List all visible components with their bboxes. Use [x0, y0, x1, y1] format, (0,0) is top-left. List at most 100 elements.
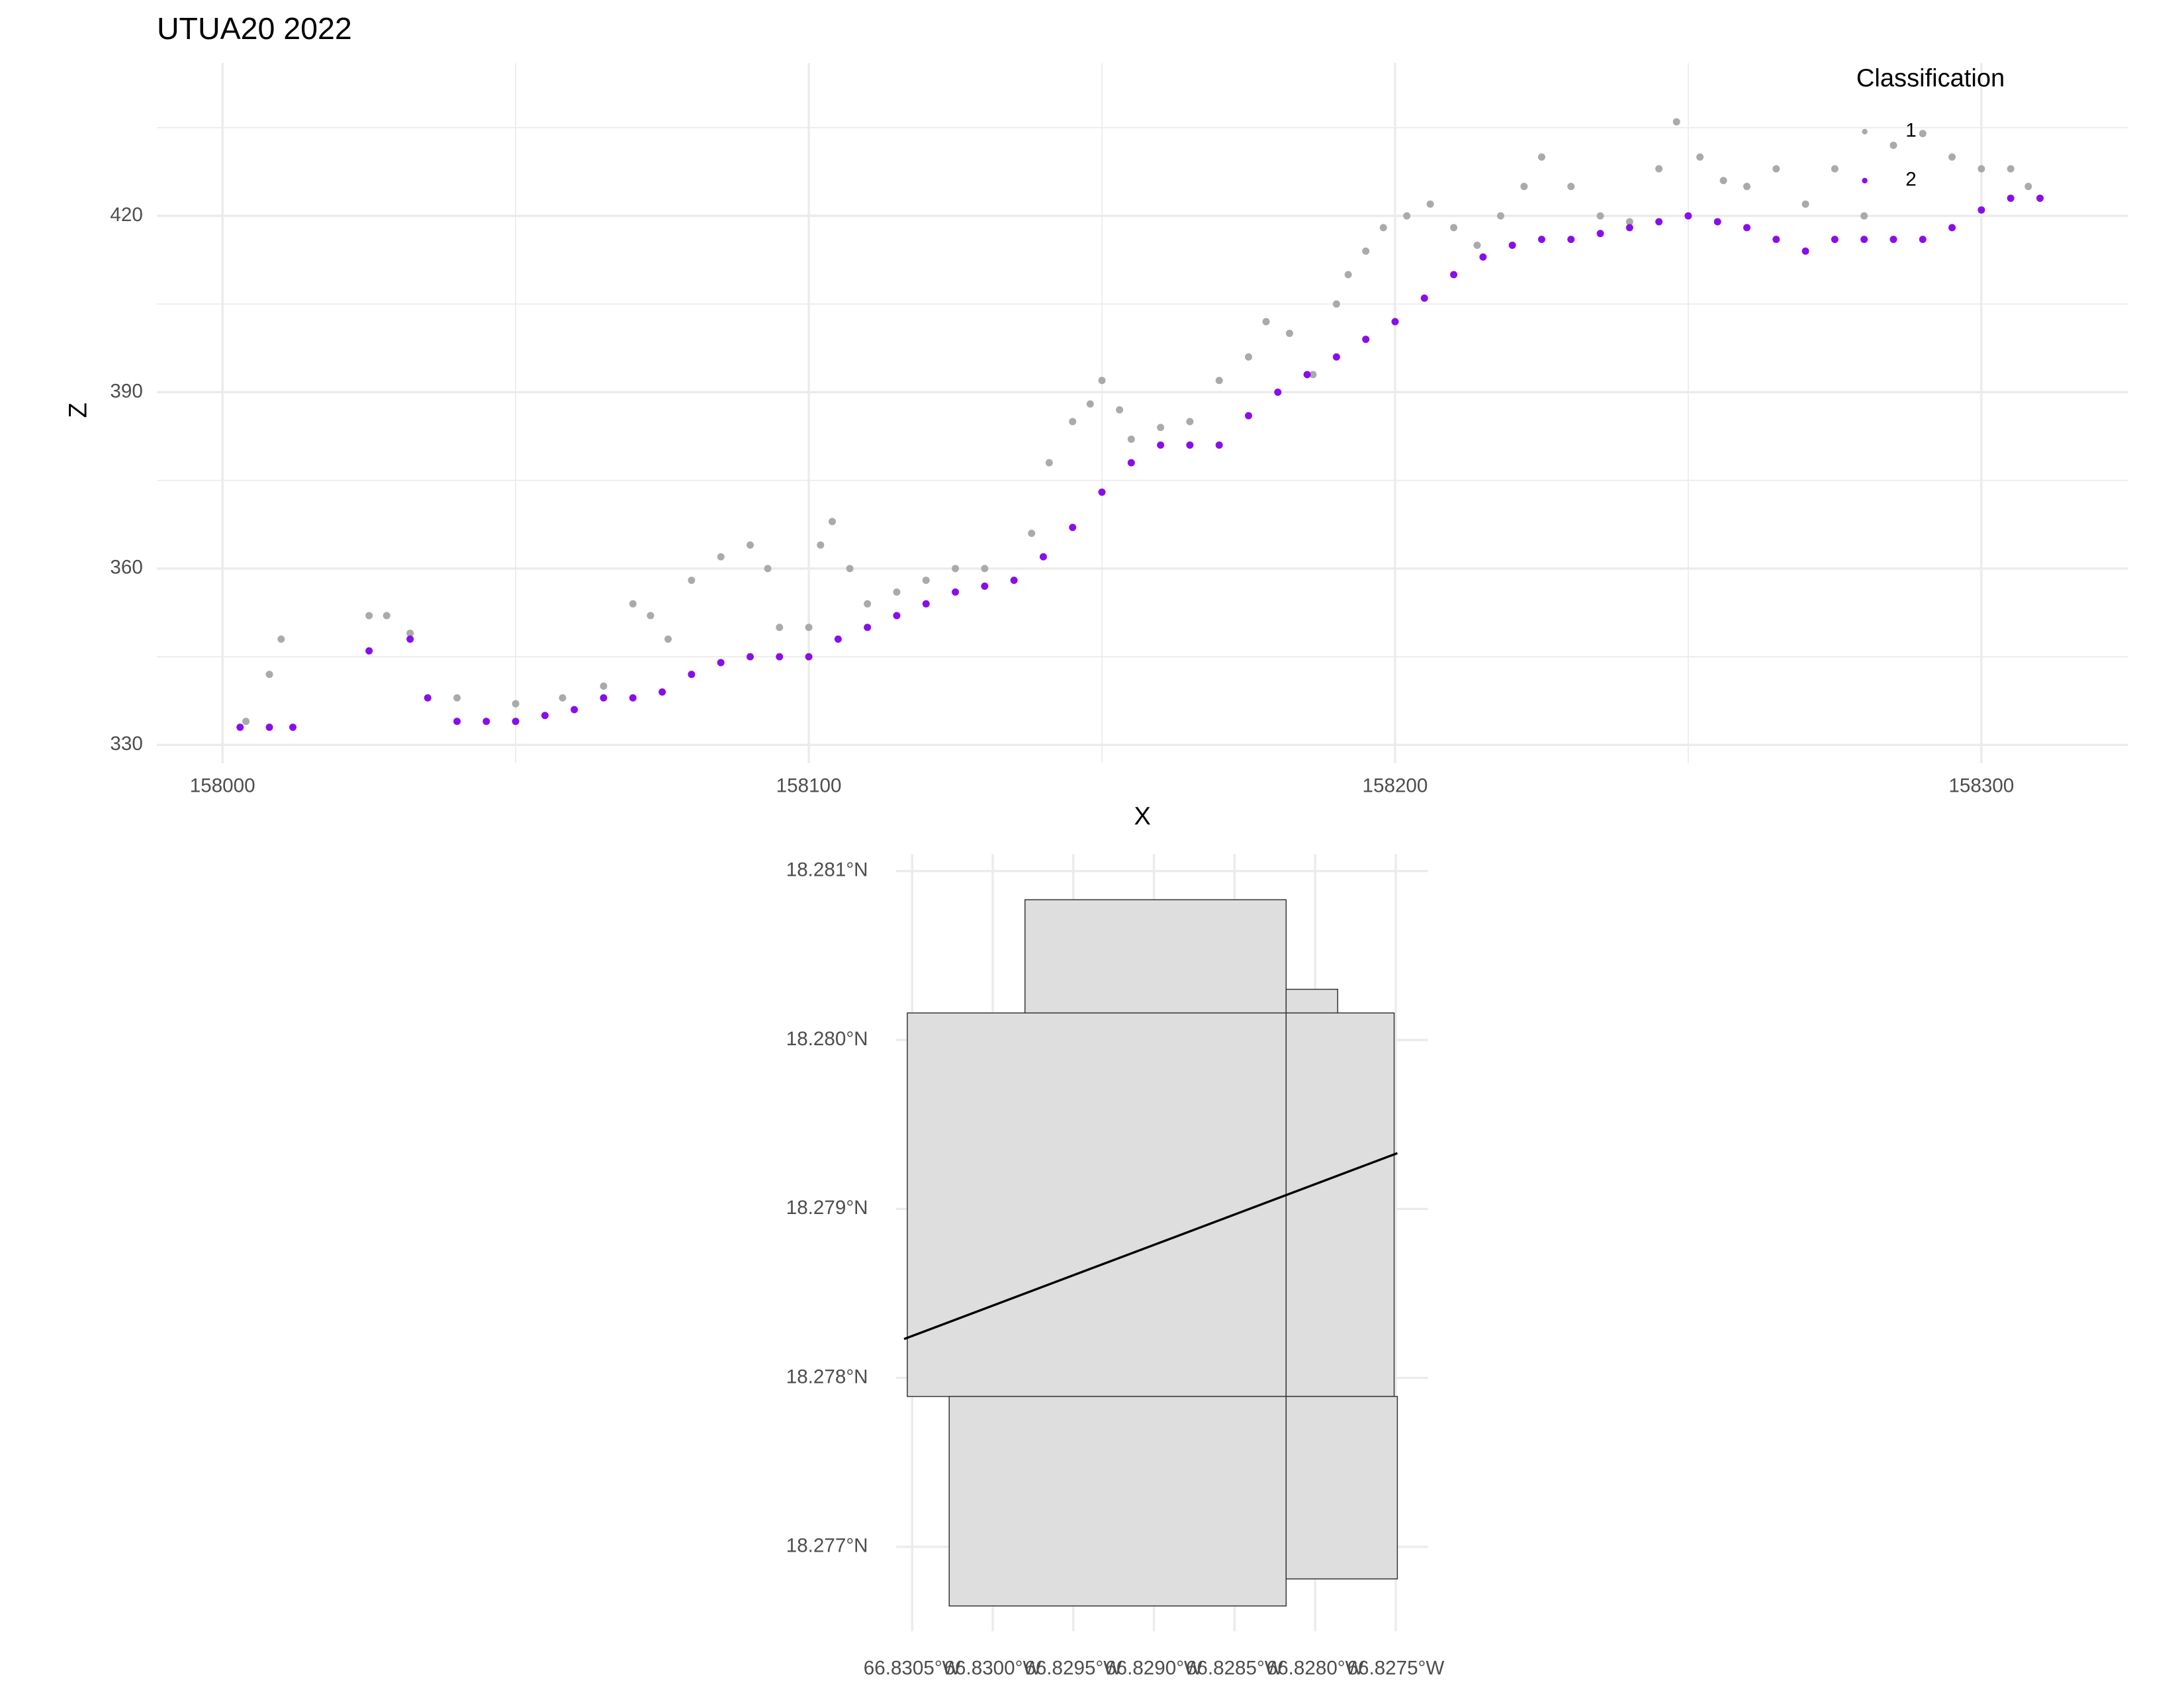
point: [1537, 153, 1545, 161]
y-tick-label: 390: [110, 380, 142, 402]
x-tick-label: 66.8300°W: [944, 1657, 1042, 1679]
point: [1743, 224, 1751, 232]
point: [1010, 577, 1018, 585]
point: [1831, 236, 1839, 244]
point: [1303, 371, 1311, 379]
point: [688, 671, 696, 679]
point: [277, 635, 285, 643]
point: [1286, 330, 1294, 338]
legend-label: 1: [1905, 120, 1916, 142]
x-tick-label: 66.8285°W: [1186, 1657, 1283, 1679]
point: [1713, 218, 1721, 226]
point: [236, 724, 244, 731]
x-tick-label: 158000: [190, 775, 255, 797]
point: [365, 612, 373, 620]
y-axis-title: Z: [65, 402, 93, 418]
point: [829, 518, 837, 526]
point: [629, 600, 637, 608]
point: [1362, 336, 1370, 344]
point: [1344, 271, 1352, 279]
point: [1655, 165, 1663, 173]
point: [1098, 488, 1106, 496]
point: [541, 712, 549, 720]
point: [659, 688, 666, 696]
point: [1831, 165, 1839, 173]
point: [365, 647, 373, 655]
x-tick-label: 66.8305°W: [864, 1657, 961, 1679]
point: [1450, 224, 1458, 232]
parcel: [948, 1395, 1287, 1607]
point: [893, 588, 901, 596]
point: [289, 724, 297, 731]
point: [1625, 224, 1633, 232]
point: [1362, 247, 1370, 255]
point: [1262, 318, 1270, 326]
point: [1520, 183, 1528, 191]
point: [1567, 236, 1575, 244]
point: [1274, 388, 1282, 396]
point: [1039, 553, 1047, 561]
point: [805, 653, 813, 661]
point: [2007, 194, 2015, 202]
point: [764, 565, 772, 573]
point: [664, 635, 672, 643]
point: [1684, 212, 1692, 220]
point: [922, 600, 930, 608]
point: [834, 635, 842, 643]
point: [1116, 406, 1124, 414]
point: [1719, 177, 1727, 185]
point: [406, 630, 414, 637]
point: [1596, 212, 1604, 220]
legend-title: Classification: [1856, 65, 2005, 93]
point: [922, 577, 930, 585]
point: [1948, 153, 1956, 161]
point: [893, 612, 901, 620]
point: [746, 541, 754, 549]
point: [512, 718, 520, 726]
point: [1801, 247, 1809, 255]
legend-swatch: [1862, 177, 1868, 184]
x-tick-label: 66.8280°W: [1267, 1657, 1364, 1679]
y-tick-label: 18.280°N: [786, 1028, 868, 1050]
legend-label: 2: [1905, 169, 1916, 191]
point: [952, 588, 960, 596]
point: [864, 600, 872, 608]
point: [1625, 218, 1633, 226]
point: [1420, 294, 1428, 302]
point: [1860, 236, 1868, 244]
chart-title: UTUA20 2022: [157, 11, 352, 46]
point: [453, 718, 461, 726]
point: [1244, 353, 1252, 361]
point: [717, 659, 725, 667]
point: [647, 612, 655, 620]
point: [1186, 418, 1194, 426]
point: [600, 694, 608, 702]
parcel: [907, 1012, 1287, 1397]
point: [1069, 418, 1077, 426]
point: [981, 565, 989, 573]
point: [1215, 441, 1223, 449]
point: [1655, 218, 1663, 226]
point: [1098, 377, 1106, 385]
point: [776, 653, 784, 661]
point: [717, 553, 725, 561]
y-tick-label: 18.277°N: [786, 1535, 868, 1557]
point: [1889, 236, 1897, 244]
point: [2036, 194, 2044, 202]
point: [1391, 318, 1399, 326]
point: [1889, 142, 1897, 150]
point: [1860, 212, 1868, 220]
point: [981, 583, 989, 590]
point: [1537, 236, 1545, 244]
point: [559, 694, 567, 702]
parcel: [1285, 988, 1339, 1013]
transect-line: [903, 1152, 1398, 1340]
point: [1696, 153, 1704, 161]
point: [1473, 241, 1481, 249]
point: [1948, 224, 1956, 232]
point: [1743, 183, 1751, 191]
point: [1186, 441, 1194, 449]
point: [776, 624, 784, 632]
point: [1127, 459, 1135, 467]
